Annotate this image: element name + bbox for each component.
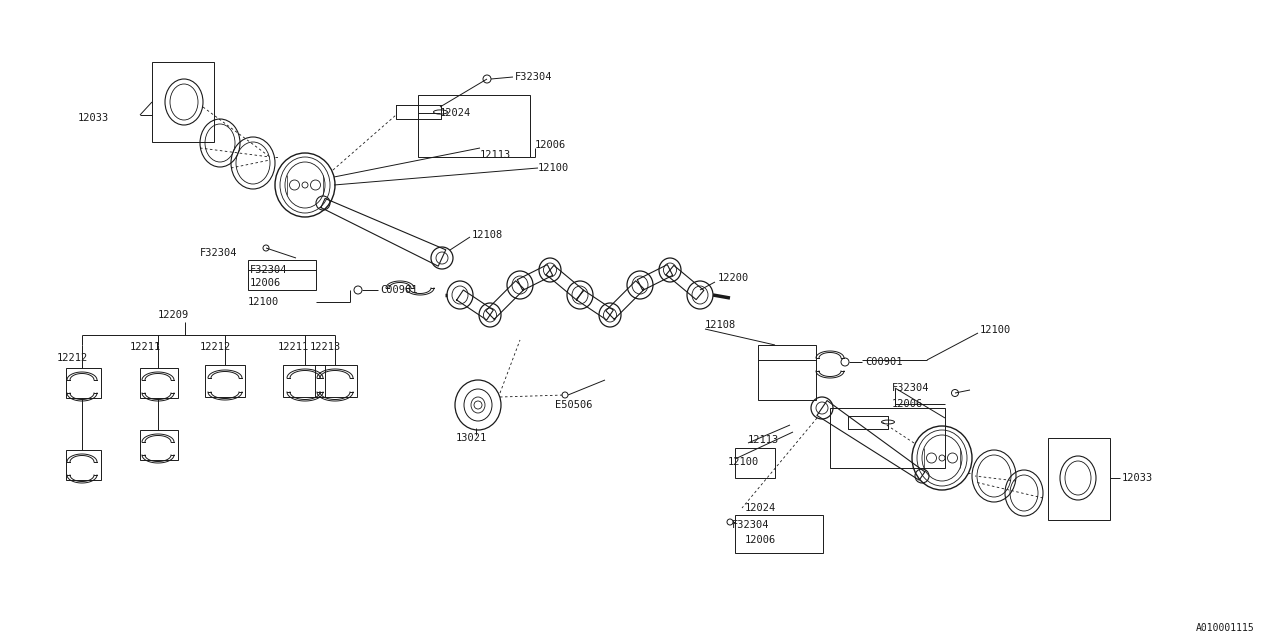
Polygon shape xyxy=(457,290,493,320)
Polygon shape xyxy=(817,401,925,480)
Text: 12100: 12100 xyxy=(538,163,570,173)
Text: 12006: 12006 xyxy=(745,535,776,545)
Circle shape xyxy=(262,245,269,251)
Bar xyxy=(140,368,178,398)
Text: 12024: 12024 xyxy=(745,503,776,513)
Bar xyxy=(758,345,817,400)
Text: F32304: F32304 xyxy=(892,383,929,393)
Polygon shape xyxy=(605,281,644,319)
Text: 12024: 12024 xyxy=(440,108,471,118)
Text: C00901: C00901 xyxy=(380,285,417,295)
Bar xyxy=(205,365,244,397)
Bar xyxy=(140,430,178,460)
Bar xyxy=(735,448,774,478)
Polygon shape xyxy=(849,415,888,429)
Bar xyxy=(1048,438,1110,520)
Text: 12108: 12108 xyxy=(705,320,736,330)
Circle shape xyxy=(289,180,300,190)
Polygon shape xyxy=(396,105,440,119)
Text: 12211: 12211 xyxy=(131,342,161,352)
Text: 12108: 12108 xyxy=(472,230,503,240)
Circle shape xyxy=(927,453,937,463)
Bar xyxy=(419,95,530,157)
Text: 12033: 12033 xyxy=(78,113,109,123)
Circle shape xyxy=(474,401,483,409)
Bar xyxy=(735,515,823,553)
Text: 12113: 12113 xyxy=(480,150,511,160)
Bar xyxy=(315,365,357,397)
Text: F32304: F32304 xyxy=(732,520,769,530)
Text: 12213: 12213 xyxy=(310,342,342,352)
Circle shape xyxy=(940,455,945,461)
Text: 12006: 12006 xyxy=(892,399,923,409)
Bar xyxy=(283,365,325,397)
Circle shape xyxy=(841,358,849,366)
Circle shape xyxy=(355,286,362,294)
Text: 13021: 13021 xyxy=(456,433,488,443)
Text: C00901: C00901 xyxy=(865,357,902,367)
Polygon shape xyxy=(577,290,613,320)
Bar xyxy=(67,450,101,480)
Polygon shape xyxy=(637,264,673,291)
Circle shape xyxy=(302,182,308,188)
Circle shape xyxy=(727,519,733,525)
Text: 12006: 12006 xyxy=(535,140,566,150)
Text: 12006: 12006 xyxy=(250,278,282,288)
Text: 12212: 12212 xyxy=(200,342,232,352)
Text: 12100: 12100 xyxy=(728,457,759,467)
Circle shape xyxy=(311,180,320,190)
Circle shape xyxy=(562,392,568,398)
Polygon shape xyxy=(547,266,584,300)
Text: 12033: 12033 xyxy=(1123,473,1153,483)
Circle shape xyxy=(483,75,492,83)
Polygon shape xyxy=(666,266,704,300)
Circle shape xyxy=(947,453,957,463)
Bar xyxy=(152,62,214,142)
Circle shape xyxy=(951,390,959,397)
Text: 12113: 12113 xyxy=(748,435,780,445)
Polygon shape xyxy=(485,281,525,319)
Text: 12212: 12212 xyxy=(58,353,88,363)
Bar xyxy=(248,260,316,290)
Text: 12211: 12211 xyxy=(278,342,310,352)
Text: E50506: E50506 xyxy=(556,400,593,410)
Text: F32304: F32304 xyxy=(200,248,238,258)
Bar xyxy=(829,408,945,468)
Text: 12100: 12100 xyxy=(980,325,1011,335)
Text: A010001115: A010001115 xyxy=(1197,623,1254,633)
Polygon shape xyxy=(517,264,553,291)
Text: 12200: 12200 xyxy=(718,273,749,283)
Bar xyxy=(67,368,101,398)
Text: 12100: 12100 xyxy=(248,297,279,307)
Text: 12209: 12209 xyxy=(157,310,189,320)
Polygon shape xyxy=(321,198,445,266)
Text: F32304: F32304 xyxy=(250,265,288,275)
Text: F32304: F32304 xyxy=(515,72,553,82)
